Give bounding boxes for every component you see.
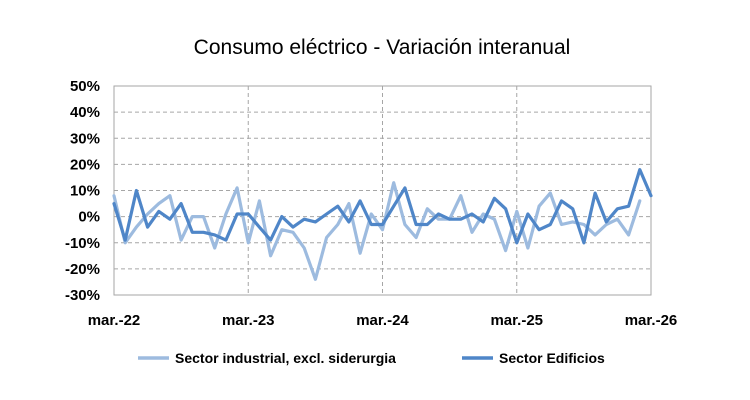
y-tick-label: 30% (70, 130, 100, 147)
series-line-1 (112, 181, 642, 281)
y-tick-label: -20% (65, 261, 100, 278)
x-tick-label: mar.-23 (222, 312, 275, 329)
legend: Sector industrial, excl. siderurgia Secto… (138, 350, 605, 366)
y-tick-label: 20% (70, 156, 100, 173)
x-tick-label: mar.-24 (356, 312, 409, 329)
y-tick-label: -30% (65, 287, 100, 304)
y-tick-label: 0% (78, 209, 100, 226)
x-tick-label: mar.-26 (625, 312, 678, 329)
legend-label-2: Sector Edificios (499, 350, 605, 366)
plot-frame (113, 85, 652, 296)
y-axis-ticks: 50% 40% 30% 20% 10% 0% -10% -20% -30% (65, 78, 100, 304)
x-axis-ticks: mar.-22 mar.-23 mar.-24 mar.-25 mar.-26 (88, 312, 678, 329)
y-tick-label: 50% (70, 78, 100, 95)
chart-title: Consumo eléctrico - Variación interanual (194, 36, 571, 59)
y-tick-label: -10% (65, 235, 100, 252)
series-line-2 (112, 168, 653, 245)
x-tick-label: mar.-25 (490, 312, 543, 329)
legend-label-1: Sector industrial, excl. siderurgia (175, 350, 396, 366)
y-tick-label: 10% (70, 183, 100, 200)
gridlines (113, 85, 652, 296)
y-tick-label: 40% (70, 104, 100, 121)
x-tick-label: mar.-22 (88, 312, 141, 329)
series-lines (112, 168, 653, 281)
